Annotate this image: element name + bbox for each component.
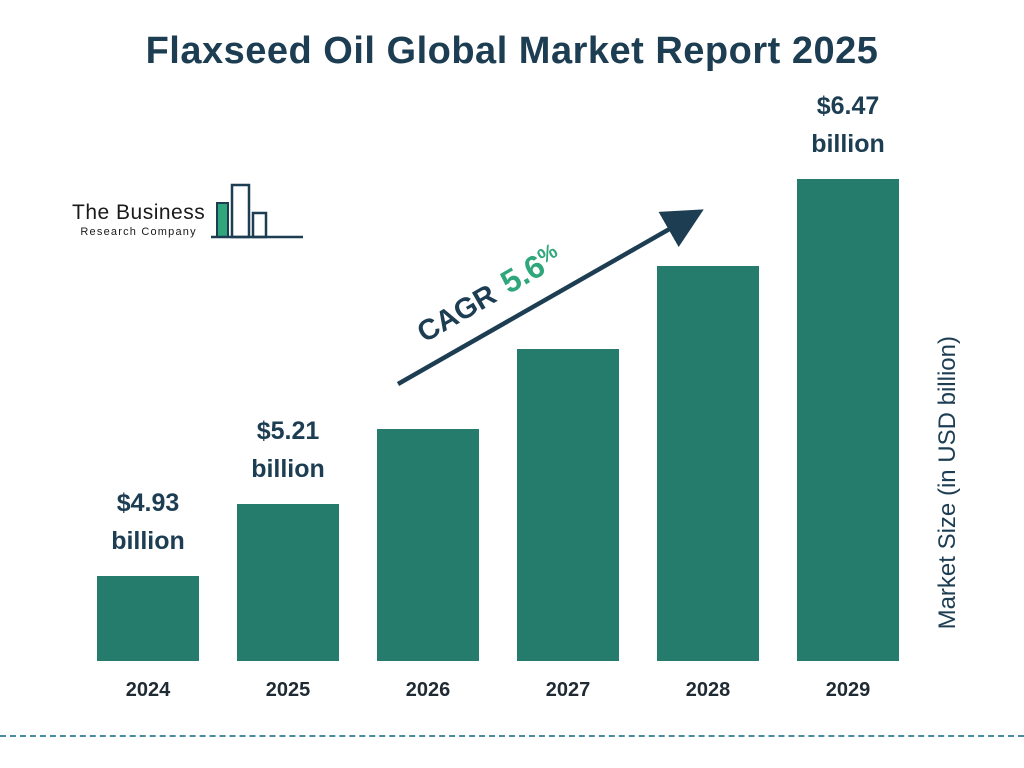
bar-2026 (377, 429, 479, 661)
x-labels: 2024 2025 2026 2027 2028 2029 (97, 679, 899, 702)
bar-2027 (517, 349, 619, 661)
bottom-dashed-line (0, 735, 1024, 737)
bar-value-label-2025: $5.21 billion (251, 413, 325, 488)
bar-chart-logo-icon (211, 183, 304, 239)
bar-2024 (97, 576, 199, 661)
x-tick-2027: 2027 (545, 679, 591, 701)
bar-2025 (237, 504, 339, 661)
bar-value-unit: billion (251, 454, 325, 483)
x-tick-2024: 2024 (125, 679, 171, 701)
bar-column-2026 (377, 429, 479, 661)
logo-text: The Business Research Company (72, 201, 205, 238)
x-tick-2029: 2029 (825, 679, 871, 701)
bar-column-2025: $5.21 billion (237, 413, 339, 661)
bar-2028 (657, 266, 759, 661)
bar-value-label-2024: $4.93 billion (111, 485, 185, 560)
bar-column-2027 (517, 349, 619, 661)
x-tick-2028: 2028 (685, 679, 731, 701)
bar-column-2024: $4.93 billion (97, 485, 199, 661)
bar-value-amount: $6.47 (816, 92, 880, 120)
x-tick-2026: 2026 (405, 679, 451, 701)
bar-value-amount: $5.21 (256, 417, 320, 445)
bar-column-2028 (657, 266, 759, 661)
bar-value-unit: billion (811, 129, 885, 158)
x-tick-2025: 2025 (265, 679, 311, 701)
company-logo: The Business Research Company (72, 182, 305, 244)
bar-value-unit: billion (111, 526, 185, 555)
bar-2029 (797, 179, 899, 661)
logo-name: The Business (72, 201, 206, 224)
bar-value-amount: $4.93 (116, 489, 180, 517)
bar-value-label-2029: $6.47 billion (811, 88, 885, 163)
page-title: Flaxseed Oil Global Market Report 2025 (145, 30, 879, 72)
y-axis-label: Market Size (in USD billion) (934, 336, 961, 630)
bars: $4.93 billion $5.21 billion $6.47 billion (97, 88, 899, 661)
bar-column-2029: $6.47 billion (797, 88, 899, 661)
logo-subname: Research Company (80, 226, 197, 238)
